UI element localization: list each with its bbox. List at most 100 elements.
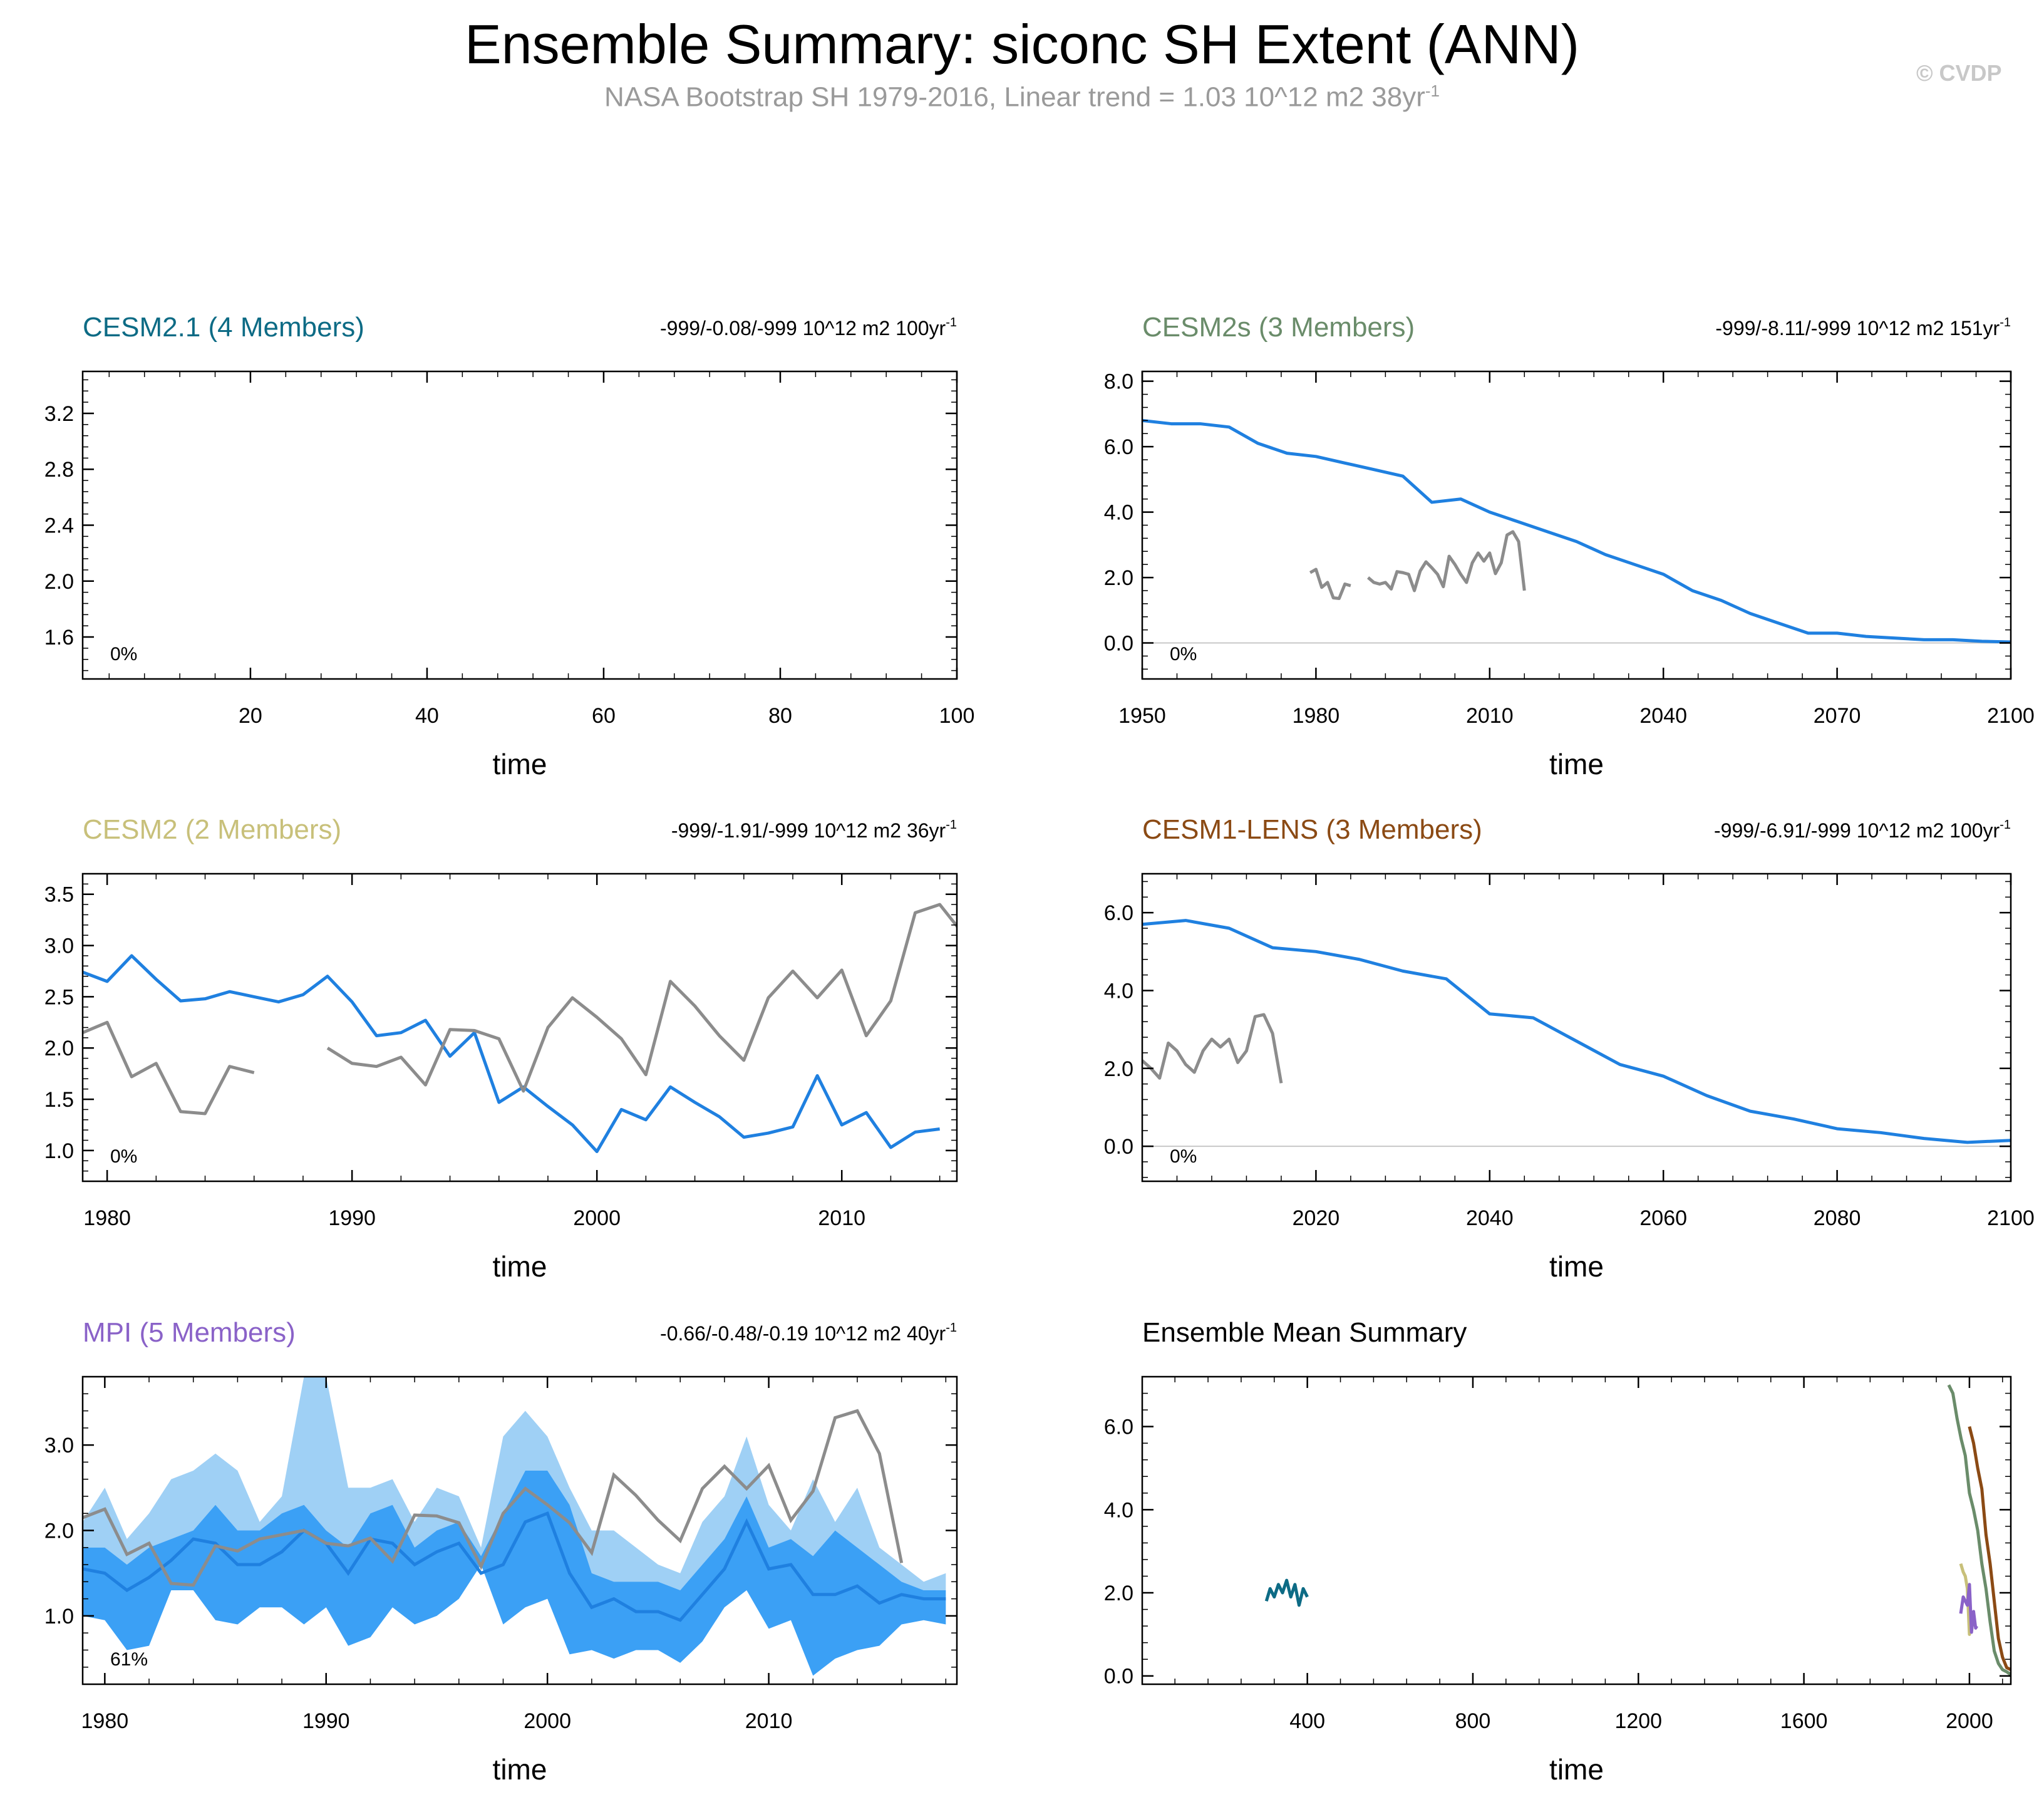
x-tick-label: 2040 (1466, 1206, 1514, 1230)
panel-title: CESM2s (3 Members) (1142, 312, 1415, 343)
observed-line (83, 1409, 904, 1587)
panel-trend-superscript: -1 (2000, 316, 2011, 329)
spread-inner-band (83, 1471, 946, 1676)
y-tick-label: 2.0 (1104, 1582, 1133, 1605)
plot-area (1142, 919, 2011, 1147)
series-line-cesm2s (1947, 1384, 2011, 1676)
panel-trend-superscript: -1 (946, 316, 957, 329)
x-axis-label: time (493, 748, 547, 780)
x-tick-label: 2080 (1814, 1206, 1861, 1230)
y-tick-label: 2.0 (44, 570, 74, 594)
panel-trend: -999/-0.08/-999 10^12 m2 100yr-1 (660, 316, 957, 339)
panel-trend: -0.66/-0.48/-0.19 10^12 m2 40yr-1 (660, 1321, 957, 1345)
subtitle-superscript: -1 (1425, 81, 1440, 100)
y-tick-label: 6.0 (1104, 1416, 1133, 1439)
x-tick-label: 2070 (1814, 704, 1861, 728)
y-tick-label: 2.5 (44, 985, 74, 1009)
series-line-2 (83, 1020, 255, 1116)
plot-area (83, 903, 957, 1154)
x-axis-label: time (1549, 748, 1604, 780)
y-tick-label: 4.0 (1104, 501, 1133, 525)
y-tick-label: 2.0 (44, 1037, 74, 1060)
y-tick-label: 1.5 (44, 1088, 74, 1112)
x-tick-label: 100 (939, 704, 975, 728)
percent-label: 0% (110, 1146, 137, 1167)
series-line-1 (1142, 919, 2011, 1144)
series-line-mpi (1959, 1583, 1978, 1634)
x-tick-label: 2000 (524, 1709, 571, 1733)
panel-trend-superscript: -1 (2000, 818, 2011, 832)
x-tick-label: 40 (415, 704, 439, 728)
chart-panel-1: CESM2.1 (4 Members) -999/-0.08/-999 10^12… (44, 312, 975, 780)
percent-label: 61% (110, 1649, 148, 1670)
x-tick-label: 800 (1455, 1709, 1491, 1733)
chart-panel-4: CESM1-LENS (3 Members) -999/-6.91/-999 10… (1104, 814, 2035, 1283)
x-axis-label: time (493, 1753, 547, 1786)
plot-area (1142, 418, 2011, 644)
plot-area (1264, 1384, 2011, 1676)
y-tick-label: 4.0 (1104, 979, 1133, 1003)
figure-subtitle: NASA Bootstrap SH 1979-2016, Linear tren… (0, 81, 2044, 113)
chart-panel-5: MPI (5 Members) -0.66/-0.48/-0.19 10^12 m… (44, 1317, 958, 1786)
x-tick-label: 1200 (1614, 1709, 1662, 1733)
panel-trend: -999/-8.11/-999 10^12 m2 151yr-1 (1715, 316, 2011, 339)
x-tick-label: 1950 (1118, 704, 1166, 728)
x-axis-label: time (493, 1250, 547, 1283)
x-axis-label: time (1549, 1753, 1604, 1786)
plot-frame (81, 872, 958, 1183)
x-tick-label: 2020 (1293, 1206, 1340, 1230)
x-tick-label: 2010 (745, 1709, 793, 1733)
y-tick-label: 2.0 (44, 1519, 74, 1543)
x-tick-label: 2100 (1987, 1206, 2035, 1230)
x-tick-label: 1600 (1780, 1709, 1828, 1733)
x-axis-label: time (1549, 1250, 1604, 1283)
y-tick-label: 6.0 (1104, 435, 1133, 459)
chart-panel-6: Ensemble Mean Summary 0.0 2.0 4.0 6.0 400 800 1… (1104, 1317, 2012, 1786)
x-tick-label: 1990 (328, 1206, 376, 1230)
series-line-cesm1-lens (1968, 1426, 2011, 1672)
y-tick-label: 6.0 (1104, 901, 1133, 925)
series-line-1 (1142, 418, 2011, 644)
subtitle-text: NASA Bootstrap SH 1979-2016, Linear tren… (604, 81, 1425, 113)
x-tick-label: 1980 (81, 1709, 129, 1733)
y-tick-label: 3.2 (44, 402, 74, 426)
x-tick-label: 2060 (1639, 1206, 1687, 1230)
panel-title: CESM2 (2 Members) (83, 814, 341, 845)
y-tick-label: 0.0 (1104, 1665, 1133, 1689)
percent-label: 0% (110, 644, 137, 665)
percent-label: 0% (1170, 1146, 1197, 1167)
plot-frame (1141, 1375, 2012, 1685)
y-tick-label: 2.8 (44, 458, 74, 482)
chart-panel-3: CESM2 (2 Members) -999/-1.91/-999 10^12 m… (44, 814, 958, 1283)
y-tick-label: 1.0 (44, 1139, 74, 1163)
series-line-cesm2-1 (1264, 1578, 1309, 1607)
percent-label: 0% (1170, 644, 1197, 665)
series-line-1 (83, 954, 940, 1154)
series-line-3 (1367, 530, 1526, 593)
x-tick-label: 1980 (83, 1206, 131, 1230)
chart-panel-2: CESM2s (3 Members) -999/-8.11/-999 10^12 … (1104, 312, 2035, 780)
ensemble-mean-line (83, 1511, 946, 1622)
plot-frame (1141, 370, 2012, 680)
plot-frame (1141, 872, 2012, 1183)
plot-area (83, 1377, 946, 1676)
x-tick-label: 400 (1289, 1709, 1325, 1733)
panel-title: MPI (5 Members) (83, 1317, 296, 1348)
y-tick-label: 0.0 (1104, 1135, 1133, 1159)
y-tick-label: 1.0 (44, 1605, 74, 1628)
x-tick-label: 2040 (1639, 704, 1687, 728)
y-tick-label: 3.0 (44, 934, 74, 958)
y-tick-label: 0.0 (1104, 632, 1133, 656)
y-tick-label: 8.0 (1104, 370, 1133, 394)
y-tick-label: 1.6 (44, 626, 74, 650)
panel-title: Ensemble Mean Summary (1142, 1317, 1467, 1348)
panel-trend-superscript: -1 (946, 1321, 957, 1335)
x-tick-label: 1980 (1293, 704, 1340, 728)
x-tick-label: 2000 (1946, 1709, 1993, 1733)
y-tick-label: 3.0 (44, 1434, 74, 1457)
series-line-2 (1142, 1013, 1283, 1084)
panel-title: CESM1-LENS (3 Members) (1142, 814, 1482, 845)
figure-title: Ensemble Summary: siconc SH Extent (ANN) (464, 13, 1580, 75)
panel-trend: -999/-6.91/-999 10^12 m2 100yr-1 (1714, 818, 2011, 842)
